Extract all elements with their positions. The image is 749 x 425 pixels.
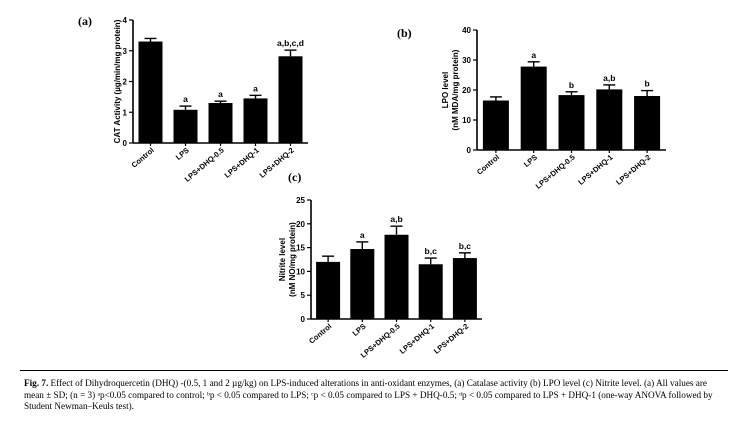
significance-label: a,b,c,d (277, 38, 304, 48)
bar (634, 96, 661, 150)
y-tick-label: 5 (301, 291, 306, 300)
caption-divider (20, 370, 728, 371)
significance-label: a,b (390, 214, 402, 224)
bar (173, 109, 198, 143)
y-tick-label: 0 (467, 146, 472, 155)
y-axis-label: Nitrite level(nM NO/mg protein) (278, 222, 297, 297)
significance-label: a (253, 83, 258, 93)
panel-b-letter: (b) (397, 26, 412, 40)
x-tick-label: Control (307, 322, 333, 346)
significance-label: b,c (459, 241, 472, 251)
significance-label: a,b (603, 73, 615, 83)
y-tick-label: 40 (462, 26, 471, 35)
figure-caption: Fig. 7. Effect of Dihydroquercetin (DHQ)… (24, 378, 724, 413)
bar (316, 261, 341, 319)
significance-label: a (183, 94, 188, 104)
bar (558, 95, 585, 150)
bar (350, 249, 375, 319)
bar (384, 234, 409, 319)
y-tick-label: 25 (296, 196, 305, 205)
bar (596, 89, 623, 150)
caption-text: Effect of Dihydroquercetin (DHQ) -(0.5, … (24, 378, 713, 411)
significance-label: a (360, 230, 365, 240)
bar (138, 41, 163, 143)
y-tick-label: 20 (296, 220, 305, 229)
y-tick-label: 15 (296, 244, 305, 253)
y-axis-label: CAT Activity (µg/min/mg protein) (113, 19, 122, 143)
y-tick-label: 0 (301, 315, 306, 324)
y-tick-label: 10 (462, 116, 471, 125)
bar (520, 66, 547, 150)
caption-label: Fig. 7. (24, 378, 49, 388)
bar (243, 98, 268, 143)
y-tick-label: 20 (462, 86, 471, 95)
bar (452, 258, 477, 319)
y-tick-label: 4 (123, 16, 128, 25)
bar (278, 56, 303, 143)
y-tick-label: 2 (123, 78, 128, 87)
significance-label: b (644, 79, 649, 89)
y-axis-label: LPO level(nM MDA/mg protein) (441, 49, 460, 130)
y-tick-label: 0 (123, 139, 128, 148)
y-tick-label: 10 (296, 267, 305, 276)
bar (418, 264, 443, 319)
y-tick-label: 3 (123, 47, 128, 56)
bar (482, 100, 509, 150)
y-tick-label: 30 (462, 56, 471, 65)
significance-label: a (531, 50, 536, 60)
panel-a-letter: (a) (78, 14, 92, 28)
significance-label: b (569, 80, 574, 90)
bar (208, 103, 233, 143)
significance-label: a (218, 89, 223, 99)
x-tick-label: LPS (351, 322, 368, 338)
y-tick-label: 1 (123, 108, 128, 117)
x-tick-label: LPS+DHQ-1 (398, 322, 436, 356)
x-tick-label: LPS+DHQ-2 (432, 322, 470, 356)
panel-c-letter: (c) (288, 170, 302, 184)
significance-label: b,c (425, 246, 438, 256)
